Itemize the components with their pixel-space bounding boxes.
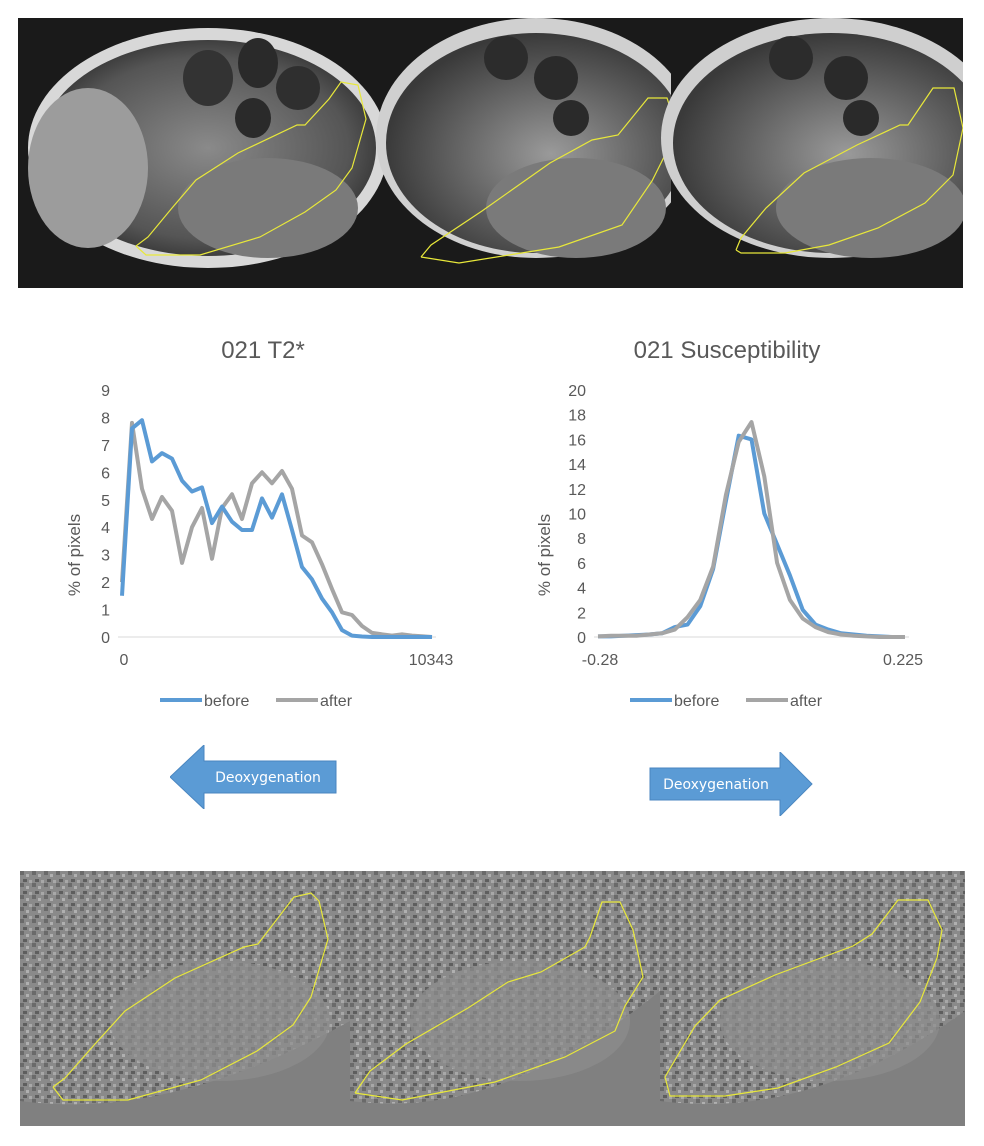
legend-before-label: before (674, 693, 719, 710)
x-tick-label: -0.28 (582, 652, 619, 669)
t2star-chart: 021 T2* % of pixels 0 10343 before after… (0, 320, 490, 730)
mri-image-2 (376, 18, 696, 288)
y-tick-label: 3 (101, 548, 110, 565)
legend-after-label: after (790, 693, 823, 710)
susceptibility-chart: 021 Susceptibility % of pixels -0.28 0.2… (490, 320, 984, 730)
deoxygenation-left-label: Deoxygenation (215, 770, 321, 786)
y-tick-label: 6 (101, 465, 110, 482)
mri-phase-strip (20, 871, 965, 1126)
y-tick-label: 0 (101, 630, 110, 647)
y-tick-label: 9 (101, 383, 110, 400)
x-tick-label: 10343 (409, 652, 454, 669)
series-line-before (598, 433, 905, 639)
roi-outline (420, 97, 677, 264)
roi-outline (135, 81, 367, 256)
chart-legend: before after (160, 693, 353, 710)
mri-phase-images (20, 871, 965, 1126)
series-line-before (120, 418, 432, 639)
legend-after-label: after (320, 693, 353, 710)
series-line-after (597, 420, 905, 639)
chart-legend: before after (630, 693, 823, 710)
deoxygenation-left-arrow: Deoxygenation (170, 745, 337, 809)
t2star-chart-svg: 021 T2* % of pixels 0 10343 before after… (65, 337, 454, 710)
phase-image-2 (350, 871, 660, 1126)
y-axis-label: % of pixels (535, 514, 554, 596)
mri-magnitude-images (18, 18, 984, 288)
y-tick-label: 20 (568, 383, 586, 400)
y-tick-label: 12 (568, 482, 586, 499)
y-tick-label: 8 (577, 531, 586, 548)
roi-outline (52, 892, 329, 1101)
susceptibility-chart-svg: 021 Susceptibility % of pixels -0.28 0.2… (535, 337, 923, 710)
x-tick-label: 0.225 (883, 652, 923, 669)
phase-image-3 (660, 871, 965, 1126)
mri-image-1 (18, 18, 396, 288)
y-tick-label: 16 (568, 432, 586, 449)
phase-image-1 (20, 871, 350, 1126)
mri-magnitude-strip (18, 18, 984, 288)
y-tick-label: 0 (577, 630, 586, 647)
series-line-after (120, 420, 433, 639)
y-tick-label: 8 (101, 410, 110, 427)
chart-title: 021 T2* (221, 337, 305, 364)
y-tick-label: 1 (101, 603, 110, 620)
mri-image-3 (661, 18, 984, 288)
legend-before-label: before (204, 693, 249, 710)
x-tick-label: 0 (120, 652, 129, 669)
y-tick-label: 10 (568, 507, 586, 524)
chart-title: 021 Susceptibility (634, 337, 821, 364)
y-tick-label: 7 (101, 438, 110, 455)
roi-outline (735, 87, 964, 254)
deoxygenation-right-arrow: Deoxygenation (649, 752, 813, 816)
y-tick-label: 6 (577, 556, 586, 573)
roi-outline (354, 901, 644, 1101)
deoxygenation-right-label: Deoxygenation (663, 777, 769, 793)
y-tick-label: 4 (577, 581, 586, 598)
roi-outline (664, 899, 943, 1097)
y-tick-label: 14 (568, 457, 586, 474)
y-tick-label: 4 (101, 520, 110, 537)
y-tick-label: 18 (568, 408, 586, 425)
y-tick-label: 5 (101, 493, 110, 510)
y-axis-label: % of pixels (65, 514, 84, 596)
y-tick-label: 2 (577, 605, 586, 622)
y-tick-label: 2 (101, 575, 110, 592)
